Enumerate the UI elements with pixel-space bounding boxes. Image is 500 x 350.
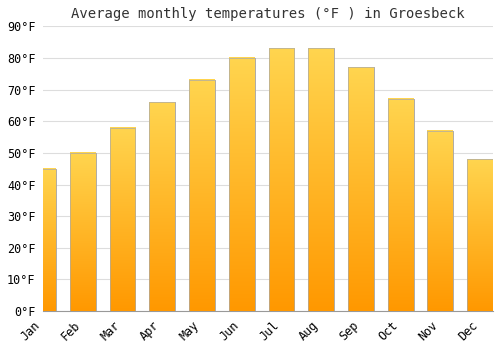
- Bar: [189, 80, 215, 311]
- Bar: [110, 127, 136, 311]
- Title: Average monthly temperatures (°F ) in Groesbeck: Average monthly temperatures (°F ) in Gr…: [72, 7, 465, 21]
- Bar: [388, 99, 413, 311]
- Bar: [70, 153, 96, 311]
- Bar: [150, 102, 175, 311]
- Bar: [428, 131, 454, 311]
- Bar: [229, 58, 254, 311]
- Bar: [229, 58, 254, 311]
- Bar: [308, 48, 334, 311]
- Bar: [467, 159, 493, 311]
- Bar: [308, 48, 334, 311]
- Bar: [428, 131, 454, 311]
- Bar: [30, 169, 56, 311]
- Bar: [268, 48, 294, 311]
- Bar: [348, 68, 374, 311]
- Bar: [110, 127, 136, 311]
- Bar: [189, 80, 215, 311]
- Bar: [70, 153, 96, 311]
- Bar: [467, 159, 493, 311]
- Bar: [268, 48, 294, 311]
- Bar: [150, 102, 175, 311]
- Bar: [388, 99, 413, 311]
- Bar: [348, 68, 374, 311]
- Bar: [30, 169, 56, 311]
